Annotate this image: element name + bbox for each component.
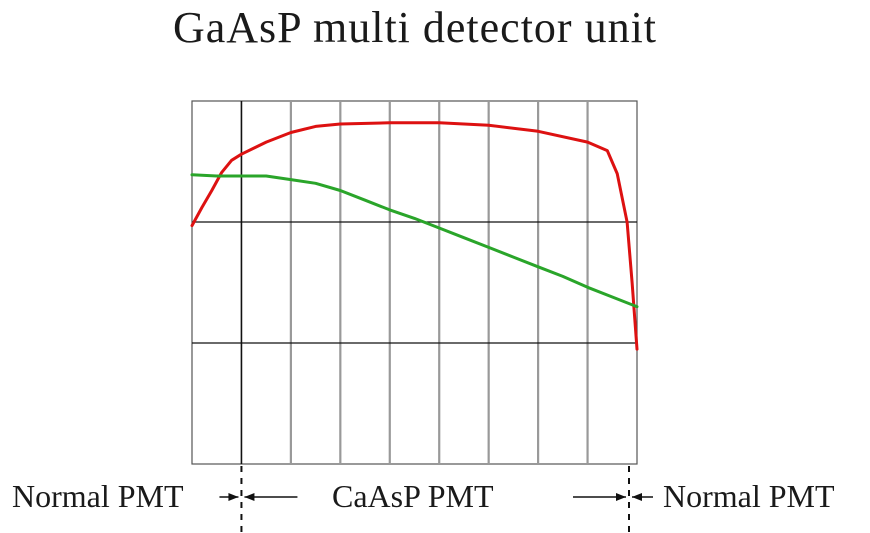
arrow-mid-left-head xyxy=(244,493,255,501)
chart-title: GaAsP multi detector unit xyxy=(172,3,658,52)
series-layer xyxy=(190,121,639,351)
green-series-line xyxy=(190,173,639,309)
arrow-left-in-head xyxy=(228,493,239,501)
region-markers xyxy=(219,466,653,533)
region-label-left: Normal PMT xyxy=(12,478,184,514)
region-label-middle: CaAsP PMT xyxy=(332,478,494,514)
plot-frame xyxy=(191,100,638,465)
region-label-right: Normal PMT xyxy=(663,478,835,514)
arrow-right-in-head xyxy=(632,493,642,501)
arrow-mid-right-head xyxy=(616,493,626,501)
grid-layer xyxy=(191,100,638,465)
red-series-line xyxy=(190,121,639,351)
